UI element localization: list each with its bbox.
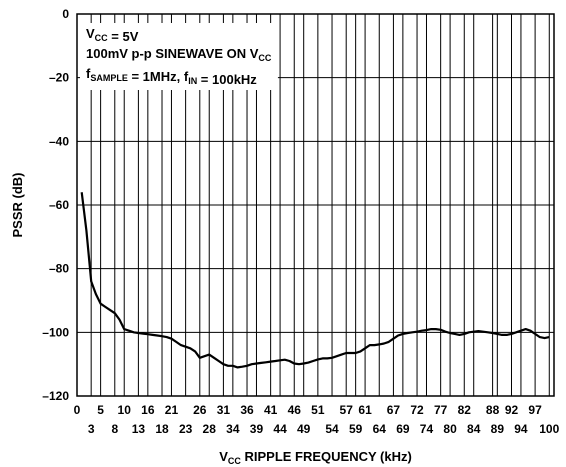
series-line-0 — [80, 192, 550, 369]
x-tick-label: 23 — [179, 422, 193, 436]
x-tick-label: 49 — [297, 422, 311, 436]
x-tick-label: 72 — [410, 403, 424, 417]
annotation-segment: SAMPLE — [90, 73, 128, 83]
annotation-segment: = 100kHz — [197, 72, 257, 87]
x-tick-label: 67 — [387, 403, 401, 417]
x-tick-labels: 0 5 10 16 21 26 31 36 41 46 51 57 61 67 72 77 82 88 92 97 3 8… — [74, 403, 560, 436]
x-tick-label: 13 — [132, 422, 146, 436]
x-tick-label: 84 — [467, 422, 481, 436]
annotation-segment: f — [86, 66, 91, 81]
x-tick-label: 8 — [111, 422, 118, 436]
y-tick-label: –60 — [49, 198, 69, 212]
plot-area — [80, 192, 550, 369]
annotation-segment: CC — [258, 53, 271, 63]
annotation-box — [80, 23, 278, 90]
x-tick-label: 94 — [514, 422, 528, 436]
x-tick-label: 0 — [74, 403, 81, 417]
x-tick-label: 100 — [539, 422, 559, 436]
x-tick-label: 34 — [226, 422, 240, 436]
x-tick-label: 21 — [165, 403, 179, 417]
annotation-segment: = 1MHz, f — [128, 69, 189, 84]
x-tick-label: 51 — [311, 403, 325, 417]
y-tick-labels: 0 –20 –40 –60 –80 –100 –120 — [42, 7, 69, 403]
x-tick-label: 88 — [486, 403, 500, 417]
x-tick-label: 26 — [193, 403, 207, 417]
y-tick-label: –20 — [49, 71, 69, 85]
x-tick-label: 10 — [118, 403, 132, 417]
x-tick-label: 44 — [273, 422, 287, 436]
x-tick-label: 59 — [349, 422, 363, 436]
x-tick-label: 18 — [155, 422, 169, 436]
y-tick-label: –80 — [49, 262, 69, 276]
y-axis-label: PSSR (dB) — [10, 173, 25, 238]
x-tick-label: 74 — [420, 422, 434, 436]
x-tick-label: 80 — [443, 422, 457, 436]
x-tick-label: 97 — [528, 403, 542, 417]
y-tick-label: 0 — [62, 7, 69, 21]
y-tick-label: –100 — [42, 325, 69, 339]
x-tick-label: 77 — [434, 403, 448, 417]
x-tick-label: 41 — [264, 403, 278, 417]
x-tick-label: 92 — [505, 403, 519, 417]
x-axis-label-main: V — [219, 449, 228, 464]
x-tick-label: 89 — [491, 422, 505, 436]
annotation-segment: CC — [95, 33, 108, 43]
y-tick-label: –40 — [49, 134, 69, 148]
x-tick-label: 39 — [250, 422, 264, 436]
x-tick-label: 5 — [97, 403, 104, 417]
x-tick-label: 16 — [141, 403, 155, 417]
annotation-segment: IN — [188, 76, 197, 86]
annotation-segment: V — [86, 26, 95, 41]
y-tick-label: –120 — [42, 389, 69, 403]
x-tick-label: 54 — [325, 422, 339, 436]
x-tick-label: 64 — [373, 422, 387, 436]
x-tick-label: 31 — [217, 403, 231, 417]
x-tick-label: 36 — [240, 403, 254, 417]
x-tick-label: 46 — [288, 403, 302, 417]
plot-frame — [76, 13, 555, 397]
x-tick-label: 57 — [340, 403, 354, 417]
annotation-text: VCC = 5V 100mV p-p SINEWAVE ON VCC fSAMPLE… — [86, 26, 272, 87]
x-tick-label: 69 — [396, 422, 410, 436]
x-tick-label: 82 — [458, 403, 472, 417]
x-axis-label-rest: RIPPLE FREQUENCY (kHz) — [241, 449, 412, 464]
annotation-segment: 100mV p-p SINEWAVE ON V — [86, 46, 259, 61]
x-tick-label: 61 — [358, 403, 372, 417]
x-axis-label: VCC RIPPLE FREQUENCY (kHz) — [219, 449, 412, 466]
x-tick-label: 3 — [88, 422, 95, 436]
annotation-segment: = 5V — [108, 29, 139, 44]
x-tick-label: 28 — [203, 422, 217, 436]
x-axis-label-sub: CC — [228, 456, 241, 466]
